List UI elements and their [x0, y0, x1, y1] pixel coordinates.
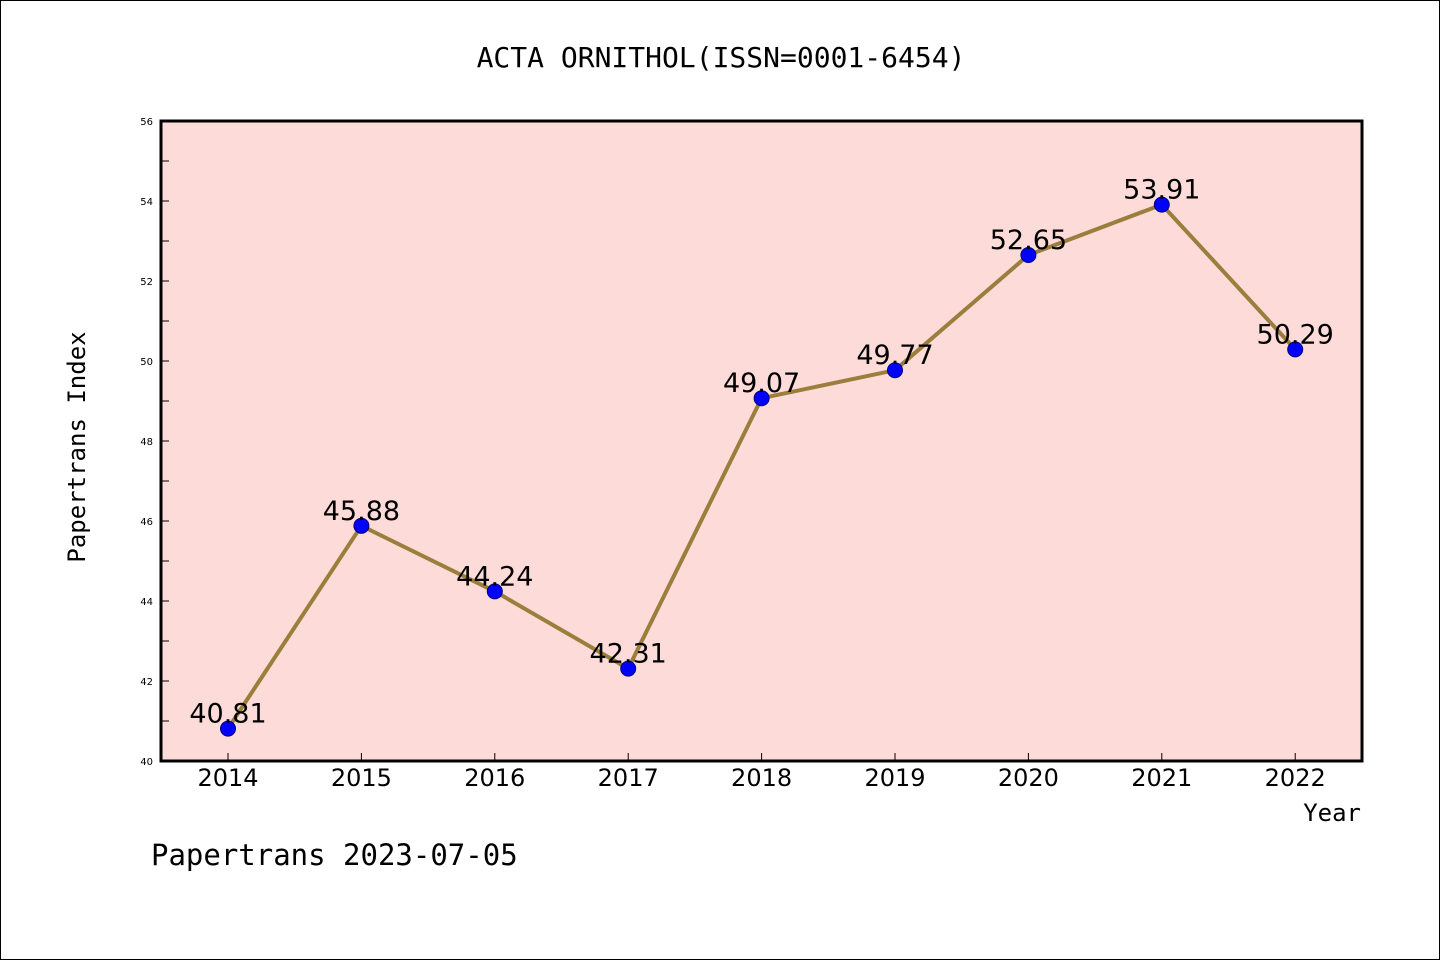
- footer-credit: Papertrans 2023-07-05: [151, 838, 518, 872]
- data-point: [887, 362, 903, 379]
- plot-border: [159, 119, 1364, 763]
- data-point: [1020, 247, 1037, 263]
- data-point: [220, 720, 236, 737]
- data-point: [1153, 196, 1170, 213]
- data-point: [620, 660, 637, 677]
- x-tick-label: 2019: [864, 764, 925, 792]
- plot-area: [161, 121, 1362, 761]
- y-tick-label: 44: [140, 597, 153, 608]
- x-tick-label: 2020: [998, 764, 1059, 792]
- y-axis-title: Papertrans Index: [63, 331, 91, 562]
- y-tick-label: 52: [140, 277, 153, 288]
- x-tick-label: 2018: [731, 764, 792, 792]
- y-tick-label: 48: [140, 437, 153, 448]
- data-label: 53.91: [1123, 175, 1200, 206]
- data-label: 40.81: [189, 699, 266, 730]
- data-point: [353, 517, 370, 534]
- data-label: 45.88: [323, 496, 400, 527]
- data-label: 52.65: [990, 225, 1067, 256]
- x-axis-title: Year: [1303, 799, 1361, 827]
- y-tick-label: 54: [140, 197, 153, 208]
- y-tick-label: 50: [140, 357, 153, 368]
- y-tick-label: 40: [140, 757, 153, 768]
- data-point: [1287, 341, 1304, 358]
- y-tick-label: 42: [140, 677, 153, 688]
- y-tick-label: 46: [140, 517, 153, 528]
- x-tick-label: 2017: [598, 764, 659, 792]
- series-markers: [220, 196, 1304, 737]
- x-axis: 2014 2015 2016 2017 2018 2019 2020 2021 2022: [197, 753, 1326, 792]
- data-point: [486, 583, 503, 600]
- x-tick-label: 2022: [1265, 764, 1326, 792]
- data-label: 49.77: [856, 340, 933, 371]
- data-point: [753, 390, 770, 407]
- x-tick-label: 2015: [331, 764, 392, 792]
- data-label: 44.24: [456, 561, 533, 592]
- data-label: 49.07: [723, 368, 800, 399]
- x-tick-label: 2014: [197, 764, 258, 792]
- x-tick-label: 2016: [464, 764, 525, 792]
- data-label: 42.31: [590, 639, 667, 670]
- chart-title: ACTA ORNITHOL(ISSN=0001-6454): [477, 41, 966, 74]
- x-tick-label: 2021: [1131, 764, 1192, 792]
- data-labels: 40.81 45.88 44.24 42.31 49.07 49.77 52.65 53.91…: [189, 175, 1333, 730]
- data-label: 50.29: [1257, 319, 1334, 350]
- y-tick-label: 56: [140, 117, 153, 128]
- y-axis: 40 42 44 46 48 50 52 54 56: [140, 117, 169, 768]
